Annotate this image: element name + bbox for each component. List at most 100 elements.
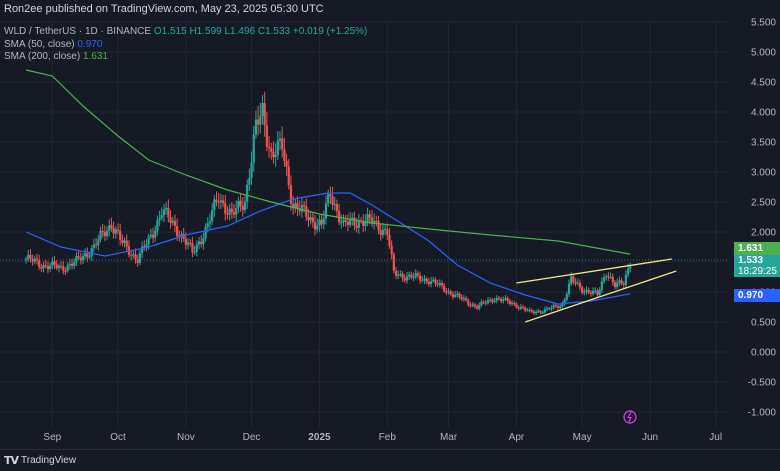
candle-body: [156, 219, 159, 231]
candle-body: [294, 203, 297, 209]
sma50-row[interactable]: SMA (50, close) 0.970: [4, 39, 367, 52]
candle-body: [342, 219, 345, 223]
candle-body: [33, 258, 36, 262]
candle-body: [24, 259, 28, 260]
candle-body: [298, 208, 301, 212]
candle-body: [162, 209, 166, 216]
candle-body: [204, 226, 207, 239]
candle-body: [508, 301, 511, 304]
sma200-label: SMA (200, close): [4, 51, 81, 62]
candle-body: [583, 291, 586, 293]
candle-body: [348, 219, 352, 225]
candle-body: [351, 217, 354, 220]
candle-body: [64, 270, 67, 272]
candle-body: [248, 178, 251, 185]
candle-body: [46, 266, 50, 270]
candle-body: [532, 311, 536, 314]
trendline: [525, 270, 677, 323]
candle-body: [412, 276, 415, 278]
candle-body: [377, 220, 380, 231]
x-tick-label: Jun: [642, 432, 658, 443]
candle-body: [281, 138, 284, 150]
candle-body: [239, 200, 242, 206]
candle-body: [423, 278, 426, 281]
candle-body: [388, 234, 391, 246]
candle-body: [368, 214, 371, 218]
candle-body: [132, 254, 135, 256]
candle-body: [611, 276, 614, 283]
candle-body: [49, 265, 52, 270]
candle-body: [68, 263, 71, 266]
candle-body: [138, 253, 141, 263]
candle-body: [259, 115, 262, 125]
candle-body: [261, 103, 264, 116]
candle-body: [165, 207, 168, 210]
event-icon: [623, 410, 637, 424]
chart-legend: WLD / TetherUS · 1D · BINANCE O1.515 H1.…: [4, 26, 367, 64]
candle-body: [307, 216, 310, 221]
candle-body: [116, 229, 120, 231]
candle-body: [27, 254, 30, 259]
candle-body: [320, 219, 323, 225]
tradingview-logo-icon: TV: [4, 454, 19, 467]
candle-body: [272, 151, 275, 158]
candle-body: [447, 291, 450, 293]
candle-body: [302, 205, 306, 207]
candle-body: [567, 283, 571, 295]
candle-body: [316, 225, 319, 230]
candle-body: [526, 310, 529, 312]
candle-body: [373, 220, 376, 224]
candle-body: [285, 160, 288, 167]
candle-body: [443, 285, 446, 292]
x-tick-label: Feb: [379, 432, 397, 443]
close-value: C1.533: [257, 26, 291, 37]
candle-body: [66, 265, 69, 272]
candle-body: [530, 309, 533, 312]
candle-body: [379, 230, 382, 235]
candle-body: [217, 201, 220, 203]
candle-body: [327, 194, 330, 204]
candle-body: [121, 239, 124, 243]
candle-body: [366, 214, 369, 222]
candle-body: [88, 256, 91, 258]
y-tick-label: 4.500: [751, 78, 776, 89]
candle-body: [528, 309, 531, 311]
y-tick-label: -1.000: [748, 408, 777, 419]
candle-body: [346, 221, 349, 225]
candle-body: [228, 208, 231, 215]
low-value: L1.496: [224, 26, 256, 37]
candle-body: [616, 282, 619, 287]
candle-body: [35, 258, 39, 261]
candle-body: [55, 264, 58, 269]
candle-body: [235, 207, 238, 215]
candle-body: [410, 274, 413, 278]
candle-body: [145, 244, 148, 248]
candle-body: [70, 263, 74, 266]
candle-body: [394, 271, 398, 276]
candle-body: [620, 280, 623, 284]
candle-body: [440, 283, 444, 286]
candle-body: [486, 300, 490, 304]
candle-body: [289, 185, 293, 204]
x-tick-label: Nov: [177, 432, 195, 443]
candle-body: [362, 220, 365, 227]
candle-body: [62, 266, 65, 271]
sma50-line: [25, 192, 631, 305]
candle-body: [213, 199, 216, 210]
candle-body: [193, 251, 196, 253]
candle-body: [585, 290, 588, 292]
candle-body: [313, 222, 317, 230]
candle-body: [392, 254, 395, 272]
candle-body: [484, 302, 487, 304]
sma200-row[interactable]: SMA (200, close) 1.631: [4, 51, 367, 64]
tradingview-logo[interactable]: TV TradingView: [4, 454, 76, 467]
candle-body: [469, 304, 472, 306]
candle-body: [602, 277, 606, 282]
candle-body: [309, 217, 312, 221]
footer: TV TradingView: [0, 449, 780, 471]
candle-body: [344, 219, 347, 222]
sma200-value: 1.631: [82, 51, 108, 62]
candle-body: [565, 294, 568, 300]
